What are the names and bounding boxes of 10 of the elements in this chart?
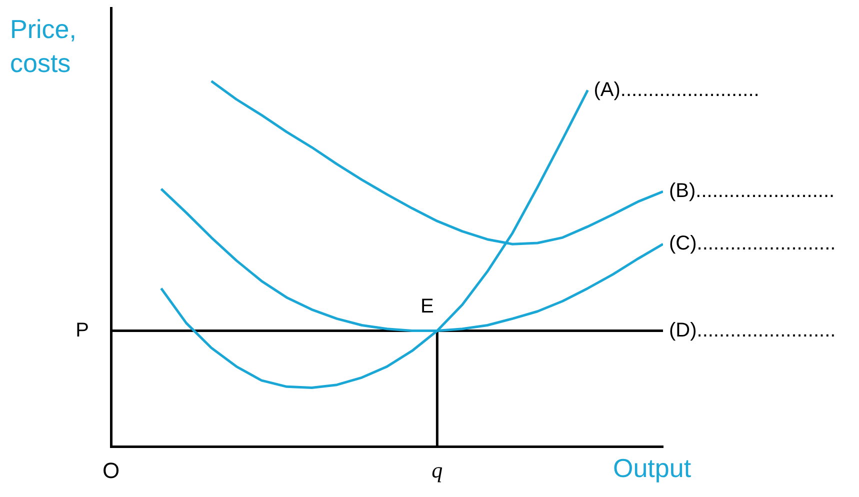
series-label: (B)......................... [669,180,835,202]
series-label: (C)......................... [669,232,836,255]
x-tick-label: O [102,458,120,483]
x-axis-title: Output [613,452,692,483]
series-label: (D)......................... [669,319,836,342]
x-tick-label: q [432,458,443,483]
series-label: (A)......................... [594,78,760,101]
y-axis-title: Price, costs [10,14,76,78]
text: P [76,319,89,342]
annotation: E [420,295,434,318]
